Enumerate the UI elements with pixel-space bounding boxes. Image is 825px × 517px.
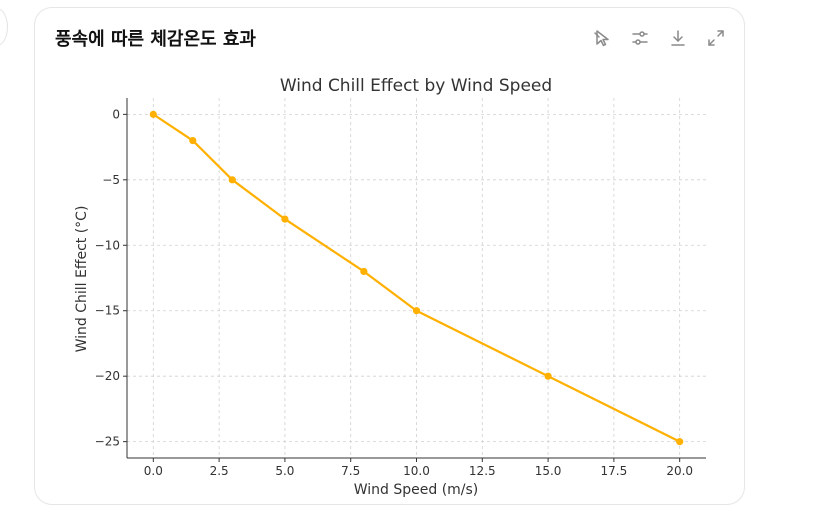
expand-icon[interactable] [704,26,728,50]
data-point [281,215,289,223]
x-tick-label: 7.5 [341,464,360,478]
axes: 0.0 2.5 5.0 7.5 10.0 12.5 15.0 17.5 20.0 0 −5 −10 −1… [95,98,706,478]
y-axis-label: Wind Chill Effect (°C) [74,206,90,353]
chart-title: Wind Chill Effect by Wind Speed [280,76,552,96]
y-tick-label: −20 [95,369,120,383]
x-tick-label: 10.0 [403,464,430,478]
series [149,110,684,446]
data-point [360,267,368,276]
x-tick-label: 17.5 [601,464,628,478]
chart-toolbar [590,26,728,50]
x-tick-label: 15.0 [535,464,562,478]
card-title: 풍속에 따른 체감온도 효과 [55,29,256,50]
data-point [149,110,157,118]
settings-sliders-icon[interactable] [628,26,652,50]
y-tick-label: 0 [112,107,120,121]
x-tick-label: 0.0 [144,464,163,478]
download-icon[interactable] [666,26,690,50]
data-point [412,307,421,315]
y-tick-label: −15 [95,304,120,318]
grid [127,98,706,458]
data-point [189,136,197,145]
interactive-chart-icon[interactable] [590,26,614,50]
y-tick-label: −10 [95,238,120,252]
x-tick-label: 12.5 [469,464,496,478]
data-point [228,176,236,184]
x-tick-label: 5.0 [275,464,294,478]
y-tick-label: −25 [95,435,120,449]
y-tick-label: −5 [102,173,120,187]
chart-card: 풍속에 따른 체감온도 효과 [34,7,745,505]
data-point [676,438,684,446]
x-tick-label: 2.5 [210,464,229,478]
data-point [544,372,552,380]
x-axis-label: Wind Speed (m/s) [354,482,479,498]
series-line [152,113,681,443]
x-tick-label: 20.0 [666,464,693,478]
